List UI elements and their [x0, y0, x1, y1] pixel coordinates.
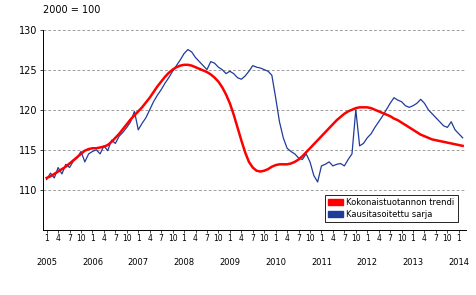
Text: 2005: 2005: [36, 258, 57, 267]
Text: 2013: 2013: [403, 258, 424, 267]
Text: 2007: 2007: [128, 258, 149, 267]
Text: 2012: 2012: [357, 258, 378, 267]
Text: 2010: 2010: [265, 258, 286, 267]
Legend: Kokonaistuotannon trendi, Kausitasoitettu sarja: Kokonaistuotannon trendi, Kausitasoitett…: [325, 195, 458, 222]
Text: 2009: 2009: [219, 258, 240, 267]
Text: 2006: 2006: [82, 258, 103, 267]
Text: 2014: 2014: [448, 258, 469, 267]
Text: 2000 = 100: 2000 = 100: [43, 6, 100, 15]
Text: 2011: 2011: [311, 258, 332, 267]
Text: 2008: 2008: [173, 258, 195, 267]
